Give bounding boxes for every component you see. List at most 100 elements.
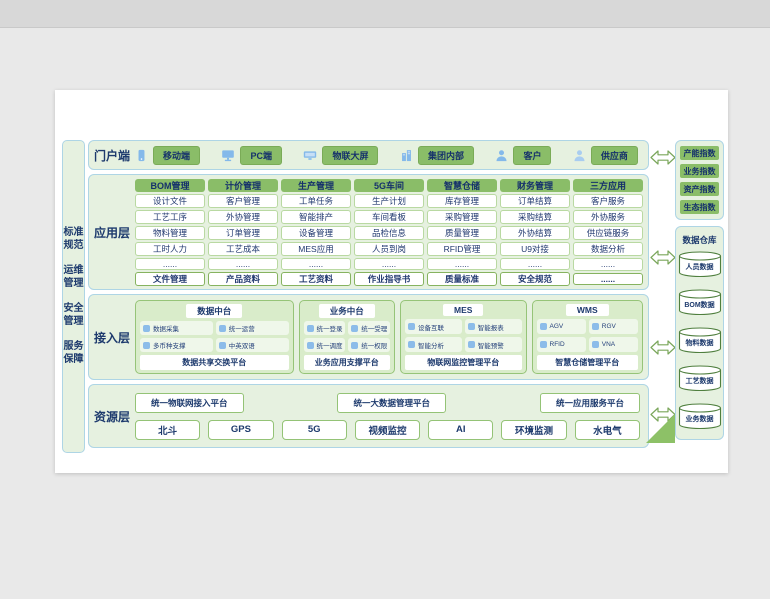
resource-item: 5G bbox=[281, 419, 347, 440]
application-layer-label: 应用层 bbox=[93, 225, 130, 240]
feature-chip-label: RFID bbox=[549, 341, 565, 348]
feature-chip: 数据采集 bbox=[140, 321, 213, 335]
application-item: 车间看板 bbox=[354, 210, 424, 224]
corner-decoration bbox=[646, 414, 675, 443]
application-column-header: 智慧仓储 bbox=[427, 179, 497, 192]
feature-chip: 统一登录 bbox=[303, 321, 346, 335]
feature-icon bbox=[306, 341, 314, 349]
governance-label: 运维管理 bbox=[63, 265, 84, 289]
governance-label: 安全管理 bbox=[63, 303, 84, 327]
application-item: 采购管理 bbox=[427, 210, 497, 224]
application-item: 生产计划 bbox=[354, 194, 424, 208]
portal-layer: 门户端 移动端 PC端 物联大屏 集团内部 客户 供应商 bbox=[88, 140, 649, 170]
application-item: 外协结算 bbox=[500, 226, 570, 240]
access-layer: 接入层 数据中台 数据采集 统一运营 多币种支撑 中英双语 数据共享交换平台 业务中台 统一登… bbox=[88, 294, 649, 380]
feature-chip: 统一权限 bbox=[348, 338, 390, 352]
supplier-icon bbox=[573, 149, 586, 162]
portal-item-label: PC端 bbox=[240, 145, 282, 165]
resource-platform: 统一物联网接入平台 bbox=[135, 392, 244, 413]
application-item: MES应用 bbox=[281, 242, 351, 256]
application-item: 工艺工序 bbox=[135, 210, 205, 224]
database-icon bbox=[678, 365, 721, 392]
application-column-header: 三方应用 bbox=[573, 179, 643, 192]
application-item: ...... bbox=[208, 258, 278, 270]
application-footer-item: 安全规范 bbox=[500, 272, 570, 286]
resource-item: 视频监控 bbox=[354, 419, 421, 440]
feature-chip-label: 数据采集 bbox=[153, 326, 179, 333]
resource-layer-label: 资源层 bbox=[93, 409, 130, 424]
feature-chip-label: AGV bbox=[549, 323, 564, 330]
portal-item: 供应商 bbox=[573, 145, 638, 165]
resource-layer: 资源层 统一物联网接入平台 统一大数据管理平台 统一应用服务平台 北斗 GPS 5G 视频… bbox=[88, 384, 649, 448]
feature-icon bbox=[539, 341, 547, 348]
feature-chip-label: 智能报表 bbox=[477, 324, 504, 332]
application-item: ...... bbox=[500, 258, 570, 270]
resource-platform: 统一应用服务平台 bbox=[539, 392, 640, 413]
database-icon bbox=[678, 403, 721, 430]
feature-chip: 统一受理 bbox=[348, 321, 390, 335]
feature-icon bbox=[467, 323, 475, 330]
feature-chip: VNA bbox=[588, 337, 639, 352]
application-item: 外协管理 bbox=[208, 210, 278, 224]
feature-chip-label: 中英双语 bbox=[228, 343, 255, 350]
portal-item-label: 客户 bbox=[513, 145, 552, 165]
portal-item-label: 供应商 bbox=[590, 145, 638, 165]
portal-layer-label: 门户端 bbox=[93, 148, 130, 163]
database-cylinder: 物料数据 bbox=[678, 327, 722, 354]
access-platform-bar: 智慧仓储管理平台 bbox=[536, 355, 639, 370]
application-column: 财务管理 订单结算 采购结算 外协结算 U9对接...... 安全规范 bbox=[500, 179, 570, 286]
access-chip-grid: 统一登录 统一受理 统一调度 统一权限 bbox=[303, 321, 390, 352]
portal-item: 客户 bbox=[495, 145, 552, 165]
application-columns: BOM管理 设计文件 工艺工序 物料管理 工时人力...... 文件管理 计价管理 客户管理外… bbox=[135, 175, 648, 289]
application-item: 外协服务 bbox=[573, 210, 643, 224]
application-item: 客户管理 bbox=[208, 194, 278, 208]
access-group-title: MES bbox=[443, 304, 484, 316]
feature-chip-label: 智能分析 bbox=[417, 342, 444, 350]
governance-label: 服务保障 bbox=[63, 341, 84, 365]
feature-chip: 统一调度 bbox=[303, 338, 346, 352]
application-item: 设备管理 bbox=[281, 226, 351, 240]
feature-chip: 智能分析 bbox=[404, 337, 462, 352]
feature-icon bbox=[143, 341, 150, 349]
application-footer-item: 质量标准 bbox=[427, 272, 497, 286]
application-column: 5G车间 生产计划 车间看板 品检信息 人员到岗...... 作业指导书 bbox=[354, 179, 424, 286]
building-icon bbox=[400, 149, 413, 162]
access-platform-bar: 数据共享交换平台 bbox=[140, 355, 289, 370]
application-column: 生产管理 工单任务 智能排产 设备管理 MES应用...... 工艺资料 bbox=[281, 179, 351, 286]
index-panel: 产能指数 业务指数 资产指数 生态指数 bbox=[675, 140, 724, 220]
resource-item: AI bbox=[428, 419, 494, 440]
application-item: ...... bbox=[573, 258, 643, 271]
resource-item: 北斗 bbox=[135, 419, 201, 440]
feature-chip-label: 统一运营 bbox=[228, 326, 255, 333]
database-cylinder: BOM数据 bbox=[678, 289, 722, 316]
feature-chip-label: RGV bbox=[601, 323, 616, 330]
application-footer-item: 产品资料 bbox=[208, 272, 278, 286]
application-item: ...... bbox=[135, 258, 205, 270]
portal-item: 移动端 bbox=[135, 145, 201, 165]
feature-chip: AGV bbox=[536, 319, 586, 334]
database-label: 人员数据 bbox=[685, 264, 714, 271]
exchange-arrow-icon bbox=[650, 250, 676, 265]
application-item: 物料管理 bbox=[135, 226, 205, 240]
access-platform-bar: 业务应用支撑平台 bbox=[303, 355, 390, 370]
feature-icon bbox=[218, 341, 226, 349]
database-icon bbox=[678, 289, 721, 316]
portal-item-label: 物联大屏 bbox=[322, 145, 379, 165]
resource-item: 环境监测 bbox=[501, 419, 567, 440]
application-column-header: 计价管理 bbox=[208, 179, 278, 192]
feature-icon bbox=[218, 324, 226, 332]
application-item: ...... bbox=[427, 258, 497, 270]
access-group: MES 设备互联 智能报表 智能分析 智能预警 物联网监控管理平台 bbox=[399, 300, 527, 374]
feature-chip: 智能报表 bbox=[464, 319, 522, 334]
feature-chip-label: 统一权限 bbox=[361, 343, 388, 350]
application-item: 客户服务 bbox=[573, 194, 643, 208]
governance-sidebar: 标准规范运维管理安全管理服务保障 bbox=[62, 140, 85, 453]
governance-label: 标准规范 bbox=[63, 227, 84, 251]
application-item: 工时人力 bbox=[135, 242, 205, 256]
portal-item: 集团内部 bbox=[400, 145, 474, 165]
database-label: 业务数据 bbox=[685, 416, 714, 423]
access-chip-grid: 设备互联 智能报表 智能分析 智能预警 bbox=[404, 319, 522, 352]
feature-chip: 智能预警 bbox=[464, 337, 522, 352]
database-cylinder: 人员数据 bbox=[678, 251, 722, 278]
